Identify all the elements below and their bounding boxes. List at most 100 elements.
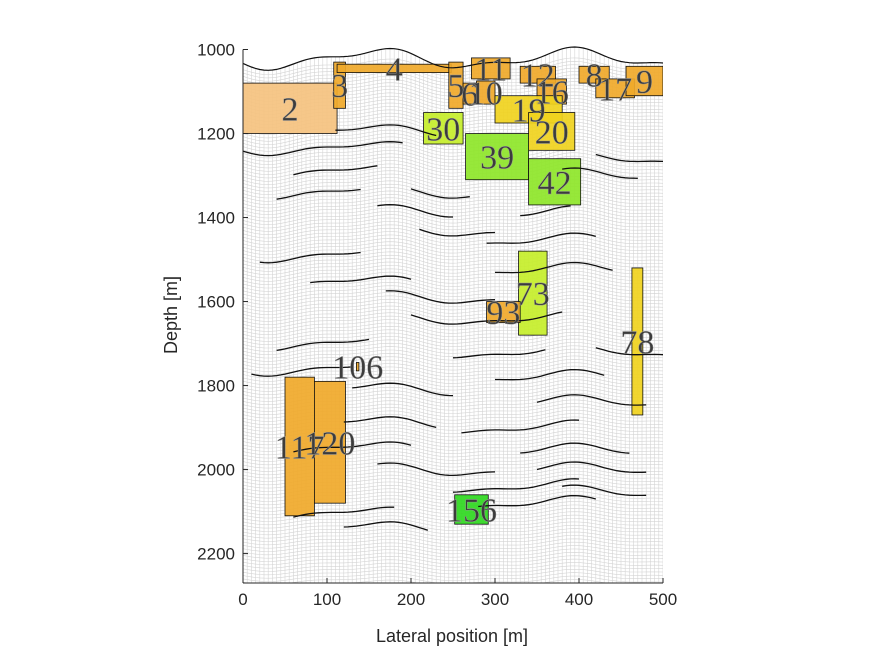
top-surface	[242, 46, 664, 71]
region-label-156: 156	[446, 493, 497, 530]
mesh-layer-line	[243, 281, 663, 296]
mesh-layer-line	[243, 230, 663, 245]
region-label-30: 30	[426, 111, 460, 148]
mesh-layer-line	[243, 294, 663, 309]
mesh-layer-line	[243, 511, 663, 522]
region-label-8: 8	[586, 58, 603, 95]
fracture-line	[536, 461, 647, 473]
mesh-layer-line	[243, 162, 663, 179]
mesh-layer-line	[243, 240, 663, 256]
region-42-fill	[528, 158, 582, 206]
fracture-line	[478, 494, 596, 508]
region-label-120: 120	[304, 425, 355, 462]
mesh-layer-line	[243, 260, 663, 276]
region-label-10: 10	[469, 76, 503, 113]
region-20-fill	[528, 112, 576, 151]
fracture-line	[343, 521, 429, 531]
mesh-layer-line	[243, 555, 663, 566]
plot-area	[243, 46, 663, 583]
fracture-line	[293, 441, 412, 453]
mesh-layer-line	[243, 148, 663, 165]
region-117-fill	[284, 376, 315, 517]
fracture-line	[352, 382, 454, 397]
mesh-layer-line	[243, 216, 663, 232]
mesh-layer-line	[243, 365, 663, 379]
region-label-20: 20	[535, 114, 569, 151]
region-30-fill	[423, 112, 464, 145]
mesh-layer-line	[243, 545, 663, 556]
fracture-line	[520, 205, 571, 217]
region-106-fill	[355, 362, 360, 372]
region-label-39: 39	[480, 140, 514, 177]
y-axis-title: Depth [m]	[161, 276, 181, 354]
mesh-layer-line	[243, 518, 663, 529]
mesh-layer-line	[243, 132, 663, 149]
mesh-layer-line	[243, 237, 663, 252]
mesh-layer-line	[243, 155, 663, 172]
fracture-line	[452, 478, 580, 493]
mesh-layer-line	[243, 189, 663, 205]
x-tick-label: 400	[565, 590, 593, 609]
region-label-93: 93	[486, 295, 520, 332]
mesh-layer-line	[243, 243, 663, 259]
x-tick-label: 300	[481, 590, 509, 609]
fracture-line	[495, 368, 605, 381]
fracture-line	[486, 232, 596, 244]
mesh-layer-line	[243, 233, 663, 249]
region-label-4: 4	[386, 51, 403, 88]
mesh-layer-line	[243, 206, 663, 222]
mesh-layer-line	[243, 311, 663, 326]
region-label-78: 78	[620, 325, 654, 362]
fracture-line	[419, 228, 496, 237]
x-axis-title: Lateral position [m]	[376, 626, 528, 646]
mesh-layer-line	[318, 579, 608, 583]
fracture-line	[377, 204, 453, 218]
mesh-layer-line	[243, 247, 663, 262]
mesh-layer-line	[243, 257, 663, 272]
fracture-line	[276, 338, 370, 352]
mesh-layer-line	[243, 196, 663, 212]
mesh-layer-line	[243, 193, 663, 209]
y-tick-label: 2200	[197, 545, 235, 564]
region-label-6: 6	[461, 77, 478, 114]
region-label-19: 19	[512, 92, 546, 129]
fracture-line	[452, 349, 546, 359]
mesh-layer-line	[243, 541, 663, 552]
region-label-17: 17	[598, 71, 632, 108]
mesh-layer-line	[243, 274, 663, 289]
mesh-layer-line	[243, 314, 663, 329]
fracture-line	[385, 290, 496, 304]
fracture-line	[276, 188, 361, 200]
top-surface-line	[242, 46, 664, 71]
region-3-fill	[333, 61, 346, 109]
y-tick-label: 1400	[197, 209, 235, 228]
mesh-layer-line	[243, 199, 663, 215]
mesh-layer-line	[243, 521, 663, 532]
mesh-layer-line	[243, 304, 663, 319]
region-label-2: 2	[282, 91, 299, 128]
mesh-layer-line	[243, 538, 663, 549]
region-39-fill	[465, 133, 530, 181]
mesh-layer-line	[243, 558, 663, 569]
mesh-layer-line	[243, 267, 663, 282]
fracture-line	[335, 124, 437, 137]
mesh-layer-line	[243, 551, 663, 562]
mesh-layer-line	[243, 321, 663, 336]
mesh-layer-line	[243, 569, 663, 579]
mesh-layer-line	[243, 514, 663, 526]
mesh-layer-line	[243, 531, 663, 542]
x-tick-label: 100	[313, 590, 341, 609]
mesh-layer-line	[243, 226, 663, 242]
mesh-layer-line	[243, 301, 663, 316]
mesh-layer-line	[243, 575, 663, 583]
region-label-117: 117	[275, 430, 325, 467]
region-10-fill	[476, 80, 496, 105]
mesh-layer-line	[243, 284, 663, 299]
fracture-line	[243, 141, 403, 157]
fracture-line	[595, 153, 663, 163]
region-label-42: 42	[538, 165, 572, 202]
mesh-layer-line	[243, 179, 663, 195]
mesh-layer-line	[243, 186, 663, 202]
